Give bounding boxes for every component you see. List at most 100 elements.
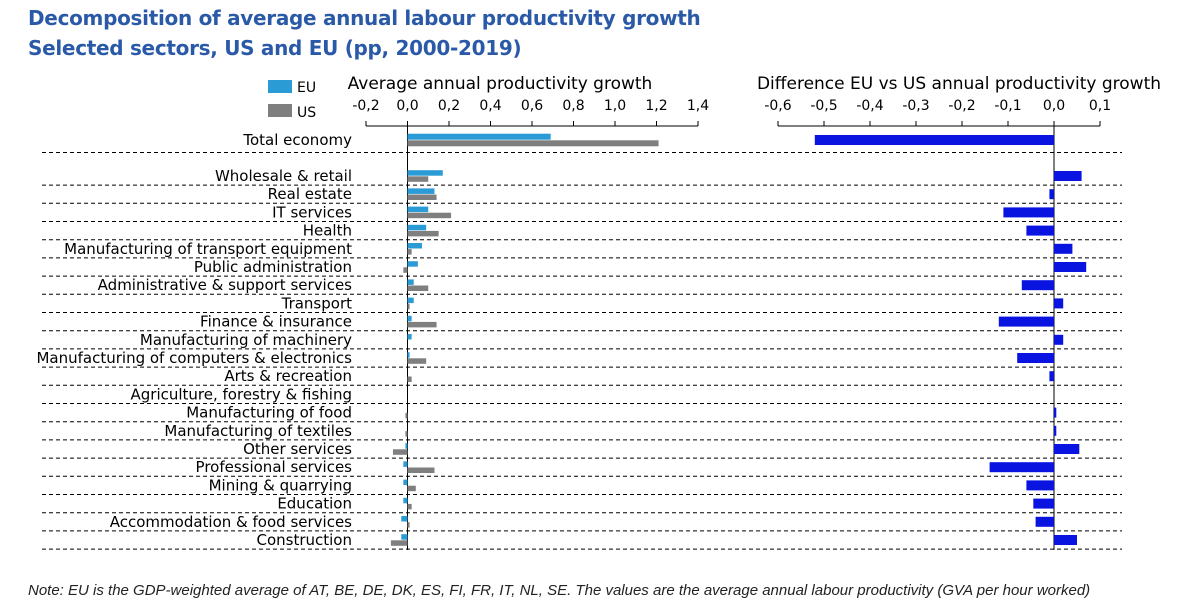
x-tick-label-left: 1,4 — [687, 98, 709, 114]
category-label: Wholesale & retail — [215, 167, 352, 185]
category-label: Professional services — [196, 458, 353, 476]
bar-us — [407, 230, 439, 237]
x-tick-label-right: -0,2 — [948, 98, 975, 114]
bar-difference — [1054, 444, 1080, 454]
category-label: Manufacturing of textiles — [164, 422, 352, 440]
bar-eu — [407, 315, 412, 322]
bar-us — [407, 503, 412, 510]
bar-difference — [998, 316, 1054, 327]
category-label: Transport — [281, 294, 353, 312]
bar-us — [407, 303, 410, 310]
category-label: Finance & insurance — [200, 313, 352, 331]
bar-difference — [1003, 207, 1054, 218]
category-label: Other services — [243, 440, 352, 458]
bar-difference — [1021, 280, 1054, 291]
x-tick-label-right: -0,1 — [994, 98, 1021, 114]
bar-difference — [1033, 498, 1054, 509]
bar-us — [407, 249, 412, 255]
bar-eu — [407, 279, 414, 285]
bar-eu — [401, 534, 408, 540]
bar-difference — [1054, 425, 1057, 436]
legend-swatch-us — [268, 104, 292, 117]
category-label: Accommodation & food services — [110, 513, 352, 531]
chart-subtitle: Selected sectors, US and EU (pp, 2000-20… — [28, 36, 522, 60]
bar-eu — [401, 516, 408, 522]
x-tick-label-left: 0,8 — [562, 98, 584, 114]
category-label: Manufacturing of transport equipment — [64, 240, 352, 258]
legend-label-us: US — [297, 105, 316, 121]
bar-difference — [1054, 334, 1064, 345]
bar-eu — [407, 261, 418, 267]
category-label: Health — [303, 222, 352, 240]
bar-us — [407, 485, 416, 492]
x-tick-label-left: 0,4 — [479, 98, 501, 114]
bar-us — [392, 449, 408, 455]
bar-us — [405, 412, 408, 419]
bar-eu — [407, 188, 435, 194]
bar-eu — [407, 133, 551, 140]
x-tick-label-left: -0,2 — [352, 98, 379, 114]
bar-us — [407, 522, 410, 528]
x-tick-label-left: 0,0 — [396, 98, 418, 114]
x-tick-label-left: 1,2 — [645, 98, 667, 114]
bar-difference — [1054, 407, 1057, 418]
x-tick-label-right: 0,0 — [1043, 98, 1065, 114]
category-label: Arts & recreation — [224, 367, 352, 385]
category-label: Real estate — [268, 185, 352, 203]
category-label: IT services — [272, 203, 352, 221]
bar-eu — [407, 243, 423, 249]
category-label: Education — [277, 495, 352, 513]
bar-difference — [1026, 480, 1054, 491]
bar-eu — [407, 206, 429, 213]
category-label: Construction — [256, 531, 352, 549]
category-label: Total economy — [242, 131, 352, 149]
bar-us — [407, 285, 429, 291]
bar-us — [407, 376, 412, 382]
bar-us — [407, 321, 437, 328]
x-tick-label-right: 0,1 — [1089, 98, 1111, 114]
bar-difference — [1054, 171, 1082, 181]
bar-us — [390, 540, 408, 546]
bar-us — [407, 194, 437, 200]
panel-title-left: Average annual productivity growth — [348, 74, 653, 94]
bar-eu — [407, 334, 412, 340]
bar-eu — [403, 479, 408, 486]
bar-us — [405, 431, 408, 437]
bar-difference — [1054, 298, 1064, 309]
bar-difference — [1054, 243, 1073, 254]
chart-area: EU US Average annual productivity growth Di… — [36, 74, 1161, 550]
bar-us — [407, 140, 659, 147]
bar-difference — [814, 135, 1054, 145]
bar-eu — [407, 352, 410, 358]
panel-title-right: Difference EU vs US annual productivity … — [757, 74, 1161, 94]
category-label: Administrative & support services — [98, 276, 353, 294]
bar-us — [407, 176, 429, 182]
bar-us — [407, 212, 452, 219]
bar-eu — [407, 170, 443, 176]
bar-us — [407, 358, 427, 364]
category-label: Agriculture, forestry & fishing — [131, 385, 353, 403]
x-tick-label-left: 0,2 — [438, 98, 460, 114]
bar-difference — [1054, 535, 1077, 545]
bar-eu — [407, 224, 427, 231]
legend-label-eu: EU — [297, 80, 316, 96]
x-tick-label-right: -0,5 — [810, 98, 837, 114]
bar-difference — [1054, 262, 1087, 272]
x-tick-label-left: 0,6 — [521, 98, 543, 114]
bar-difference — [1035, 516, 1054, 527]
bar-eu — [403, 497, 408, 504]
bar-eu — [403, 461, 408, 467]
x-tick-label-right: -0,3 — [902, 98, 929, 114]
bar-difference — [1017, 353, 1054, 363]
bar-us — [403, 267, 408, 273]
category-label: Public administration — [194, 258, 352, 276]
category-label: Manufacturing of machinery — [140, 331, 352, 349]
chart-title: Decomposition of average annual labour p… — [28, 6, 701, 30]
x-tick-label-right: -0,6 — [764, 98, 791, 114]
bar-difference — [1049, 189, 1054, 200]
bar-eu — [405, 443, 408, 449]
bar-difference — [1026, 225, 1054, 236]
bar-us — [407, 467, 435, 473]
bar-difference — [1049, 371, 1054, 382]
footnote: Note: EU is the GDP-weighted average of … — [28, 582, 1091, 599]
